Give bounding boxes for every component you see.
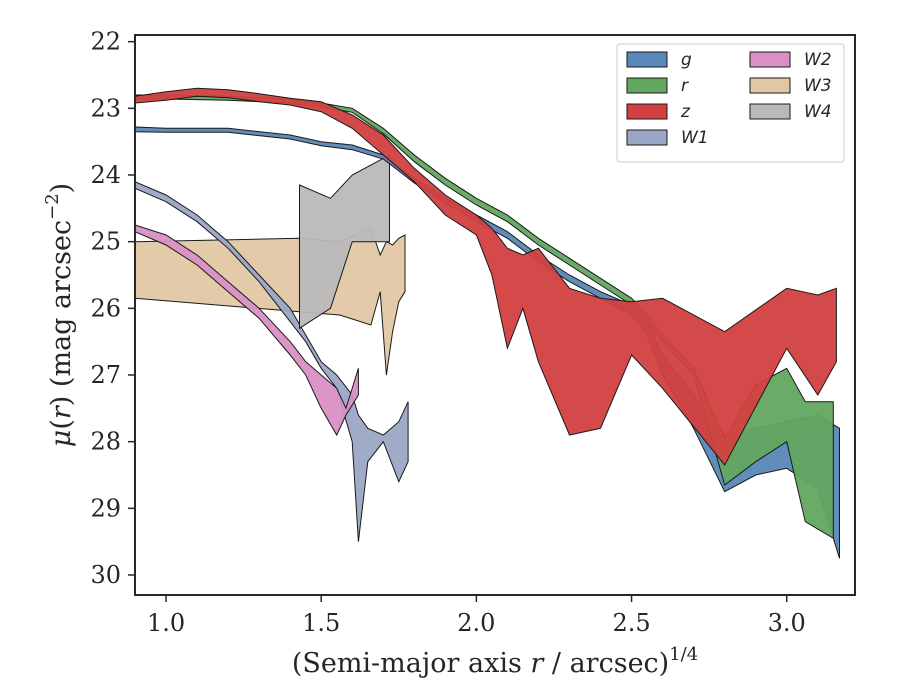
series-band-w4 bbox=[299, 154, 390, 330]
x-axis: 1.0 1.5 2.0 2.5 3.0 bbox=[147, 595, 806, 637]
series-band-w1 bbox=[135, 181, 409, 542]
y-tick-label: 22 bbox=[90, 28, 121, 56]
legend-swatch-w1 bbox=[626, 129, 668, 146]
legend-swatch-z bbox=[626, 103, 668, 120]
legend-swatch-r bbox=[626, 77, 668, 94]
plot-frame bbox=[134, 34, 856, 596]
legend-label-r: r bbox=[681, 76, 689, 96]
legend-box bbox=[616, 43, 845, 163]
x-axis-label: (Semi-major axis r / arcsec)1/4 bbox=[292, 644, 698, 679]
x-tick-label: 2.0 bbox=[457, 609, 495, 637]
legend-swatch-w4 bbox=[749, 103, 791, 120]
y-tick-label: 28 bbox=[90, 428, 121, 456]
series-band-r bbox=[135, 94, 834, 540]
y-tick-label: 26 bbox=[90, 294, 121, 322]
legend: grz W1 W2 W3 W4 bbox=[616, 43, 845, 163]
legend-label-g: g bbox=[681, 50, 692, 70]
y-axis: 22 23 24 25 26 27 28 29 30 bbox=[90, 28, 135, 589]
x-tick-label: 2.5 bbox=[612, 609, 650, 637]
y-tick-label: 24 bbox=[90, 161, 121, 189]
x-tick-label: 3.0 bbox=[768, 609, 806, 637]
legend-label-w1: W1 bbox=[681, 128, 709, 148]
legend-label-w4: W4 bbox=[804, 102, 832, 122]
legend-label-w2: W2 bbox=[804, 50, 832, 70]
y-tick-label: 27 bbox=[90, 361, 121, 389]
y-tick-label: 29 bbox=[90, 494, 121, 522]
series-layer bbox=[135, 87, 840, 559]
legend-label-w3: W3 bbox=[804, 76, 832, 96]
x-tick-label: 1.5 bbox=[302, 609, 340, 637]
legend-swatch-w2 bbox=[749, 51, 791, 68]
y-tick-label: 23 bbox=[90, 94, 121, 122]
series-band-z bbox=[135, 87, 837, 466]
legend-label-z: z bbox=[680, 102, 691, 122]
y-axis-label: μ(r) (mag arcsec−2) bbox=[42, 183, 77, 447]
legend-swatch-w3 bbox=[749, 77, 791, 94]
legend-swatch-g bbox=[626, 51, 668, 68]
y-tick-label: 25 bbox=[90, 228, 121, 256]
y-tick-label: 30 bbox=[90, 561, 121, 589]
x-tick-label: 1.0 bbox=[147, 609, 185, 637]
series-band-w2 bbox=[135, 224, 359, 437]
